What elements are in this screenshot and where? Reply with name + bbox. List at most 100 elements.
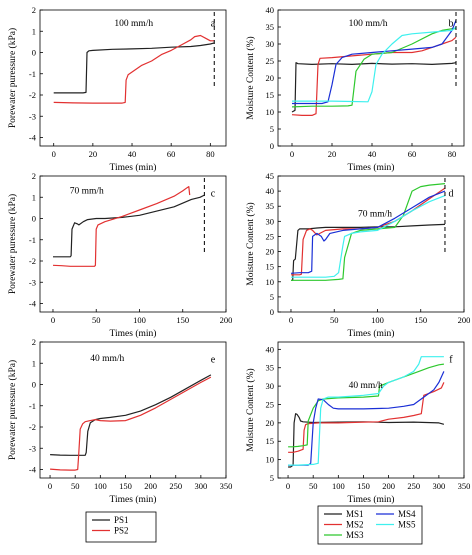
x-tick-label: 80 — [448, 149, 457, 159]
y-tick-label: 2 — [32, 5, 36, 15]
y-tick-label: -2 — [29, 422, 36, 432]
x-tick-label: 250 — [407, 481, 420, 491]
x-tick-label: 150 — [176, 315, 189, 325]
x-tick-label: 50 — [309, 481, 318, 491]
x-tick-label: 200 — [382, 481, 395, 491]
y-tick-label: 10 — [266, 107, 275, 117]
series-group — [52, 186, 205, 267]
y-tick-label: 30 — [266, 39, 275, 49]
legend-label-ps1: PS1 — [114, 515, 129, 525]
x-tick-label: 20 — [328, 149, 337, 159]
plot-frame — [39, 175, 227, 313]
x-axis-label: Times (min) — [110, 328, 157, 339]
x-tick-label: 50 — [330, 315, 339, 325]
legend-moisture: MS1 MS4 MS2 MS5 MS3 — [317, 505, 423, 545]
panel-letter: e — [211, 355, 216, 366]
y-tick-label: 10 — [266, 455, 275, 465]
chart-panel-e: 0 50 100 150 200 250 300 350 -4 -3 -2 -1 0 1 2 Times (m… — [7, 337, 232, 505]
series-line-ps2 — [53, 34, 215, 104]
panel-letter: a — [211, 19, 216, 30]
plot-frame — [277, 341, 465, 479]
panel-letter: b — [448, 19, 453, 30]
x-axis-label: Times (min) — [348, 328, 395, 339]
y-tick-label: 30 — [266, 216, 275, 226]
y-tick-label: 5 — [270, 124, 274, 134]
y-tick-label: 25 — [266, 231, 275, 241]
series-line-ms1 — [291, 62, 457, 113]
series-line-ps1 — [50, 374, 212, 456]
panel-letter: f — [449, 355, 453, 366]
x-tick-label: 80 — [206, 149, 215, 159]
y-tick-label: 25 — [266, 399, 275, 409]
x-tick-label: 150 — [357, 481, 370, 491]
x-tick-label: 40 — [368, 149, 377, 159]
y-tick-label: 25 — [266, 56, 275, 66]
y-tick-label: 1 — [32, 358, 36, 368]
y-tick-label: 30 — [266, 381, 275, 391]
y-tick-label: 0 — [32, 48, 36, 58]
x-tick-label: 200 — [144, 481, 157, 491]
legend-label-ps2: PS2 — [114, 526, 129, 536]
rate-label: 70 mm/h — [358, 210, 392, 220]
x-axis-label: Times (min) — [348, 162, 395, 173]
y-axis-label: Porewater puressure (kPa) — [7, 28, 18, 128]
y-tick-label: 20 — [266, 73, 275, 83]
x-axis-label: Times (min) — [110, 494, 157, 505]
y-tick-label: -1 — [29, 235, 36, 245]
legend-label-ms3: MS3 — [346, 530, 364, 540]
x-tick-label: 300 — [432, 481, 445, 491]
plot-frame — [39, 341, 227, 479]
series-line-ms5 — [288, 356, 444, 466]
y-tick-label: 10 — [266, 277, 275, 287]
x-tick-label: 300 — [194, 481, 207, 491]
series-group — [291, 19, 457, 117]
series-line-ms1 — [288, 413, 445, 468]
x-tick-label: 20 — [89, 149, 98, 159]
x-tick-label: 50 — [92, 315, 101, 325]
y-tick-label: 15 — [266, 90, 275, 100]
series-line-ps1 — [53, 42, 215, 94]
x-tick-label: 60 — [408, 149, 417, 159]
legend-frame — [85, 511, 157, 543]
y-tick-label: 2 — [32, 171, 36, 181]
y-tick-label: -4 — [29, 133, 37, 143]
y-tick-label: 2 — [32, 337, 36, 347]
y-tick-label: 1 — [32, 192, 36, 202]
x-tick-label: 200 — [458, 315, 471, 325]
x-tick-label: 100 — [371, 315, 384, 325]
panel-letter: c — [211, 189, 216, 200]
x-axis-label: Times (min) — [110, 162, 157, 173]
series-line-ms2 — [288, 382, 445, 453]
y-tick-label: -3 — [29, 443, 36, 453]
y-tick-label: -3 — [29, 111, 36, 121]
rate-label: 100 mm/h — [349, 19, 388, 29]
y-tick-label: -4 — [29, 299, 37, 309]
series-group — [50, 374, 212, 471]
rate-label: 70 mm/h — [70, 187, 104, 197]
y-tick-label: 15 — [266, 436, 275, 446]
y-tick-label: 0 — [270, 141, 274, 151]
y-tick-label: 40 — [266, 344, 275, 354]
y-tick-label: 5 — [270, 473, 274, 483]
plot-frame — [277, 175, 465, 313]
y-tick-label: 20 — [266, 418, 275, 428]
y-tick-label: 20 — [266, 247, 275, 257]
y-tick-label: 45 — [266, 171, 275, 181]
legend-label-ms2: MS2 — [346, 520, 364, 530]
y-axis-label: Moisture Content (%) — [245, 36, 256, 119]
x-tick-label: 350 — [458, 481, 471, 491]
y-tick-label: -2 — [29, 90, 36, 100]
x-tick-label: 250 — [169, 481, 182, 491]
y-tick-label: -1 — [29, 401, 36, 411]
chart-panel-d: 0 50 100 150 200 0 5 10 15 20 25 30 35 40 45 Times (min… — [245, 171, 470, 339]
x-tick-label: 100 — [332, 481, 345, 491]
x-tick-label: 40 — [128, 149, 137, 159]
x-tick-label: 0 — [51, 315, 55, 325]
series-line-ps2 — [50, 376, 212, 471]
chart-panel-c: 0 50 100 150 200 -4 -3 -2 -1 0 1 2 Times (min) Porewa… — [7, 171, 232, 339]
series-line-ms4 — [292, 19, 457, 105]
series-line-ps1 — [53, 194, 205, 258]
y-axis-label: Moisture Content (%) — [245, 368, 256, 451]
